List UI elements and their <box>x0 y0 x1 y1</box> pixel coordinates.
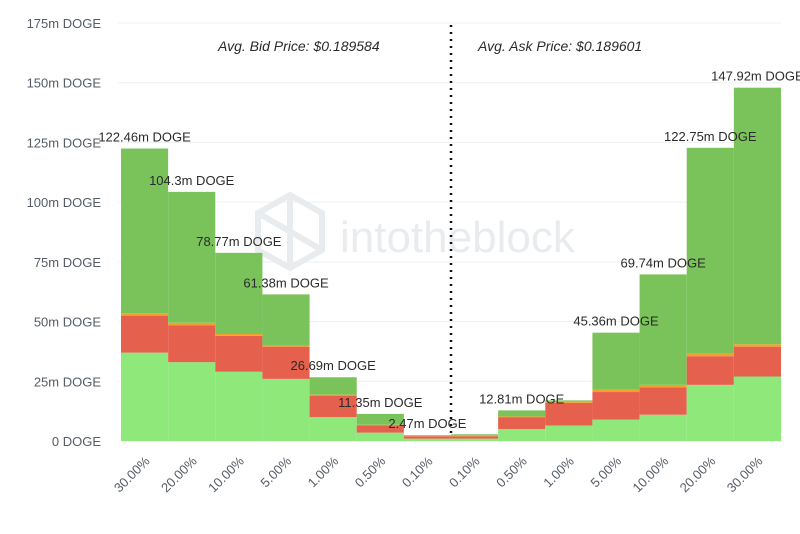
bar-segment <box>215 252 263 334</box>
bar-segment <box>356 413 404 425</box>
y-tick-label: 150m DOGE <box>27 76 102 91</box>
data-label: 12.81m DOGE <box>479 391 565 406</box>
bar-segment <box>686 353 734 357</box>
x-tick-label: 1.00% <box>540 453 577 490</box>
bar-segment <box>545 425 593 441</box>
bar-segment <box>403 435 451 436</box>
bar-segment <box>498 429 546 441</box>
bar-segment <box>309 394 357 396</box>
x-tick-label: 30.00% <box>724 453 766 495</box>
x-tick-label: 0.50% <box>493 453 530 490</box>
x-tick-label: 30.00% <box>111 453 153 495</box>
bar-segment <box>733 87 781 345</box>
x-tick-label: 0.10% <box>399 453 436 490</box>
x-tick-label: 0.10% <box>446 453 483 490</box>
bars <box>121 87 781 441</box>
data-label: 122.46m DOGE <box>98 129 191 144</box>
x-tick-label: 5.00% <box>587 453 624 490</box>
bar-segment <box>168 191 216 323</box>
bar-segment <box>168 325 216 363</box>
bar-segment <box>498 416 546 418</box>
bar-segment <box>639 384 687 388</box>
bar-segment <box>592 332 640 390</box>
bar-segment <box>451 436 499 439</box>
data-label: 11.35m DOGE <box>338 395 423 410</box>
y-tick-label: 75m DOGE <box>34 255 102 270</box>
bar-segment <box>686 147 734 354</box>
bar-segment <box>686 384 734 441</box>
bar-segment <box>309 395 357 418</box>
data-label: 122.75m DOGE <box>664 129 757 144</box>
bar-segment <box>592 392 640 420</box>
x-tick-label: 20.00% <box>158 453 200 495</box>
x-tick-label: 0.50% <box>352 453 389 490</box>
data-label: 61.38m DOGE <box>243 275 329 290</box>
bar-segment <box>309 417 357 441</box>
x-tick-label: 1.00% <box>305 453 342 490</box>
y-axis-ticks: 0 DOGE 25m DOGE 50m DOGE 75m DOGE 100m DOGE 1… <box>27 16 102 449</box>
bar-segment <box>356 432 404 441</box>
bar-segment <box>403 438 451 441</box>
bar-segment <box>168 322 216 326</box>
bar-segment <box>639 414 687 441</box>
data-label: 45.36m DOGE <box>573 314 659 329</box>
bar-segment <box>686 356 734 385</box>
bar-segment <box>215 335 263 372</box>
watermark-text: intotheblock <box>340 213 576 262</box>
watermark-logo-icon <box>255 191 325 272</box>
bar-segment <box>262 344 310 347</box>
bar-segment <box>121 352 169 441</box>
bar-segment <box>639 387 687 415</box>
bar-segment <box>498 417 546 430</box>
bar-segment <box>451 434 499 436</box>
bar-segment <box>403 436 451 439</box>
bar-segment <box>451 438 499 441</box>
x-tick-label: 10.00% <box>629 453 671 495</box>
bar-segment <box>545 402 593 426</box>
data-label: 104.3m DOGE <box>149 173 235 188</box>
bar-segment <box>733 376 781 441</box>
bar-segment <box>733 344 781 347</box>
data-label: 69.74m DOGE <box>621 255 707 270</box>
bar-segment <box>592 419 640 441</box>
bar-segment <box>262 346 310 379</box>
bar-segment <box>262 378 310 441</box>
bar-segment <box>215 371 263 441</box>
x-tick-label: 5.00% <box>257 453 294 490</box>
avg-ask-annotation: Avg. Ask Price: $0.189601 <box>477 38 642 54</box>
x-tick-label: 20.00% <box>677 453 719 495</box>
y-tick-label: 125m DOGE <box>27 135 102 150</box>
bar-segment <box>592 389 640 393</box>
bar-segment <box>121 315 169 353</box>
x-axis-ticks: 30.00% 20.00% 10.00% 5.00% 1.00% 0.50% 0.10% 0.… <box>111 453 766 495</box>
bar-segment <box>545 400 593 402</box>
watermark: intotheblock <box>255 191 576 272</box>
bar-segment <box>498 410 546 417</box>
x-tick-label: 10.00% <box>205 453 247 495</box>
y-tick-label: 25m DOGE <box>34 374 102 389</box>
data-label: 2.47m DOGE <box>388 416 466 431</box>
bar-segment <box>545 401 593 403</box>
y-tick-label: 175m DOGE <box>27 16 102 31</box>
bar-segment <box>121 148 169 314</box>
bar-segment <box>168 362 216 441</box>
bar-segment <box>262 294 310 345</box>
bar-segment <box>733 346 781 377</box>
bar-segment <box>309 377 357 395</box>
data-label: 78.77m DOGE <box>196 234 282 249</box>
bar-segment <box>121 313 169 316</box>
data-label: 147.92m DOGE <box>711 69 800 84</box>
bar-segment <box>356 425 404 433</box>
y-tick-label: 100m DOGE <box>27 195 102 210</box>
y-tick-label: 0 DOGE <box>52 434 101 449</box>
y-tick-label: 50m DOGE <box>34 315 102 330</box>
data-labels: 122.46m DOGE 104.3m DOGE 78.77m DOGE 61.38m… <box>98 69 800 431</box>
bar-segment <box>356 424 404 426</box>
data-label: 26.69m DOGE <box>291 358 377 373</box>
bar-segment <box>639 274 687 385</box>
bar-segment <box>215 333 263 336</box>
avg-bid-annotation: Avg. Bid Price: $0.189584 <box>217 38 380 54</box>
